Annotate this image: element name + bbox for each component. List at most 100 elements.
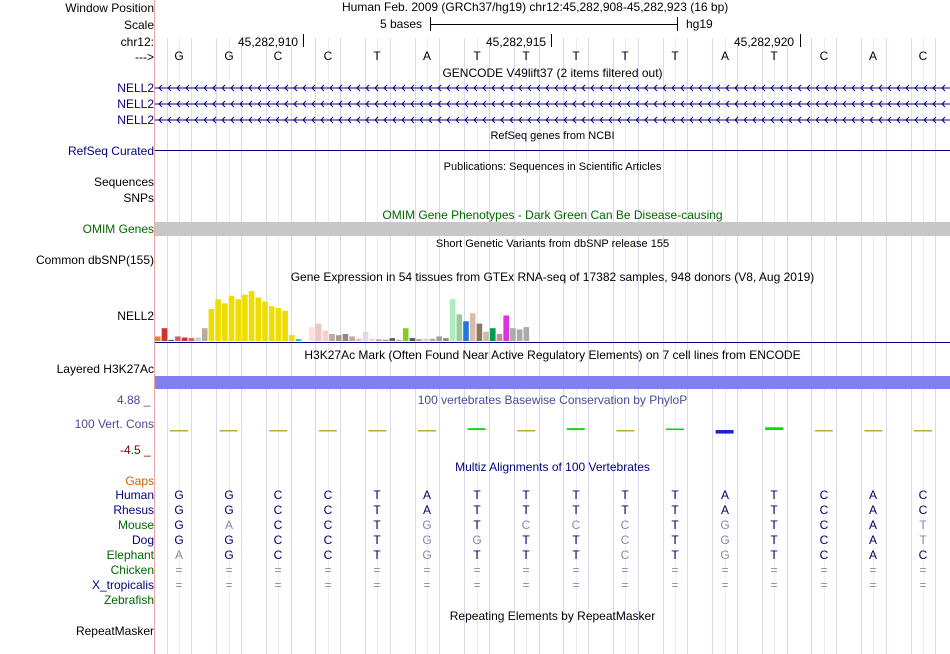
gtex-tissue-bar[interactable]	[369, 338, 375, 341]
gtex-tissue-bar[interactable]	[496, 334, 503, 341]
phylop-score-mark[interactable]	[269, 430, 288, 432]
gencode-transcripts[interactable]	[155, 80, 950, 130]
gtex-track-title[interactable]: Gene Expression in 54 tissues from GTEx …	[290, 270, 815, 284]
gtex-tissue-bar[interactable]	[242, 294, 248, 341]
phylop-score-mark[interactable]	[517, 430, 536, 432]
gtex-tissue-bar[interactable]	[443, 338, 449, 341]
species-label-elephant[interactable]: Elephant	[106, 548, 154, 562]
multiz-gaps-label[interactable]: Gaps	[125, 474, 154, 488]
snps-label[interactable]: SNPs	[123, 191, 154, 205]
gtex-tissue-bar[interactable]	[423, 338, 429, 341]
gtex-tissue-bar[interactable]	[222, 303, 228, 341]
gtex-tissue-bar[interactable]	[510, 328, 516, 341]
gtex-tissue-bar[interactable]	[161, 328, 168, 341]
gtex-tissue-bar[interactable]	[389, 338, 396, 341]
phylop-score-mark[interactable]	[318, 430, 337, 432]
chrom-label[interactable]: chr12:	[120, 35, 154, 49]
strand-arrow-label[interactable]: --->	[135, 50, 154, 64]
phylop-score-mark[interactable]	[566, 428, 585, 430]
phylop-score-mark[interactable]	[170, 430, 188, 432]
phylop-score-mark[interactable]	[864, 430, 883, 432]
phylop-score-mark[interactable]	[368, 430, 387, 432]
species-label-dog[interactable]: Dog	[131, 533, 154, 547]
publications-track-title[interactable]: Publications: Sequences in Scientific Ar…	[443, 161, 662, 173]
phylop-label[interactable]: 100 Vert. Cons	[74, 417, 154, 431]
gtex-tissue-bar[interactable]	[469, 313, 476, 341]
phylop-score-mark[interactable]	[666, 428, 684, 431]
species-label-mouse[interactable]: Mouse	[117, 518, 154, 532]
gtex-tissue-bar[interactable]	[523, 327, 530, 341]
phylop-score-mark[interactable]	[914, 430, 932, 432]
phylop-score-mark[interactable]	[219, 430, 238, 432]
gtex-tissue-bar[interactable]	[429, 338, 436, 341]
gtex-tissue-bar[interactable]	[329, 334, 335, 341]
gtex-expression-chart[interactable]	[155, 283, 535, 343]
gtex-tissue-bar[interactable]	[282, 310, 288, 341]
gtex-tissue-bar[interactable]	[516, 329, 523, 341]
gencode-row-label-3[interactable]: NELL2	[117, 113, 154, 127]
gtex-tissue-bar[interactable]	[376, 339, 382, 341]
species-label-chicken[interactable]: Chicken	[110, 563, 154, 577]
gtex-gene-label[interactable]: NELL2	[117, 309, 154, 323]
gtex-tissue-bar[interactable]	[503, 315, 509, 342]
gtex-tissue-bar[interactable]	[356, 338, 362, 341]
gtex-tissue-bar[interactable]	[349, 336, 355, 341]
species-label-zebrafish[interactable]: Zebrafish	[103, 593, 154, 607]
gtex-tissue-bar[interactable]	[402, 328, 409, 341]
gtex-tissue-bar[interactable]	[456, 314, 463, 341]
phylop-track-title[interactable]: 100 vertebrates Basewise Conservation by…	[417, 393, 688, 407]
phylop-score-mark[interactable]	[418, 430, 436, 432]
gtex-tissue-bar[interactable]	[396, 339, 402, 341]
gtex-tissue-bar[interactable]	[449, 299, 456, 341]
species-label-human[interactable]: Human	[115, 488, 154, 502]
gtex-tissue-bar[interactable]	[289, 335, 295, 341]
gtex-tissue-bar[interactable]	[483, 331, 489, 341]
gtex-tissue-bar[interactable]	[309, 327, 315, 341]
h3k27ac-signal[interactable]	[155, 376, 950, 389]
gtex-tissue-bar[interactable]	[382, 339, 389, 341]
gtex-tissue-bar[interactable]	[175, 336, 181, 341]
gtex-tissue-bar[interactable]	[463, 321, 469, 341]
gtex-tissue-bar[interactable]	[416, 339, 422, 341]
gtex-tissue-bar[interactable]	[235, 299, 241, 341]
gtex-tissue-bar[interactable]	[322, 330, 329, 341]
gtex-tissue-bar[interactable]	[181, 337, 188, 342]
refseq-transcript[interactable]	[155, 150, 950, 151]
gencode-row-label-1[interactable]: NELL2	[117, 81, 154, 95]
h3k27ac-label[interactable]: Layered H3K27Ac	[56, 362, 154, 376]
gtex-tissue-bar[interactable]	[208, 309, 215, 341]
gencode-row-label-2[interactable]: NELL2	[117, 97, 154, 111]
gtex-tissue-bar[interactable]	[155, 336, 161, 341]
gtex-tissue-bar[interactable]	[342, 334, 349, 341]
gtex-tissue-bar[interactable]	[228, 295, 235, 341]
omim-label[interactable]: OMIM Genes	[82, 222, 154, 236]
phylop-conservation-plot[interactable]	[155, 405, 950, 455]
gtex-tissue-bar[interactable]	[275, 307, 282, 341]
gtex-tissue-bar[interactable]	[255, 297, 262, 342]
gtex-tissue-bar[interactable]	[409, 338, 416, 341]
species-label-rhesus[interactable]: Rhesus	[113, 503, 154, 517]
sequences-label[interactable]: Sequences	[93, 175, 154, 189]
gtex-tissue-bar[interactable]	[248, 291, 255, 341]
dbsnp-track-title[interactable]: Short Genetic Variants from dbSNP releas…	[435, 238, 670, 250]
phylop-score-mark[interactable]	[715, 430, 734, 434]
repeatmasker-label[interactable]: RepeatMasker	[75, 624, 154, 638]
gtex-tissue-bar[interactable]	[188, 338, 195, 341]
gtex-tissue-bar[interactable]	[215, 299, 221, 341]
omim-track-title[interactable]: OMIM Gene Phenotypes - Dark Green Can Be…	[382, 208, 723, 222]
scale-label[interactable]: Scale	[123, 18, 154, 32]
gtex-tissue-bar[interactable]	[436, 336, 442, 341]
omim-feature-bar[interactable]	[155, 222, 950, 236]
phylop-score-mark[interactable]	[814, 430, 833, 432]
gtex-tissue-bar[interactable]	[268, 306, 275, 341]
multiz-track-title[interactable]: Multiz Alignments of 100 Vertebrates	[455, 460, 650, 474]
gtex-tissue-bar[interactable]	[335, 335, 342, 341]
refseq-label[interactable]: RefSeq Curated	[67, 144, 154, 158]
dbsnp-label[interactable]: Common dbSNP(155)	[35, 253, 154, 267]
gtex-tissue-bar[interactable]	[195, 337, 201, 342]
gtex-tissue-bar[interactable]	[490, 328, 496, 341]
gencode-track-title[interactable]: GENCODE V49lift37 (2 items filtered out)	[442, 66, 663, 80]
gtex-tissue-bar[interactable]	[168, 339, 174, 341]
h3k27ac-track-title[interactable]: H3K27Ac Mark (Often Found Near Active Re…	[304, 348, 801, 362]
gtex-tissue-bar[interactable]	[315, 323, 322, 341]
